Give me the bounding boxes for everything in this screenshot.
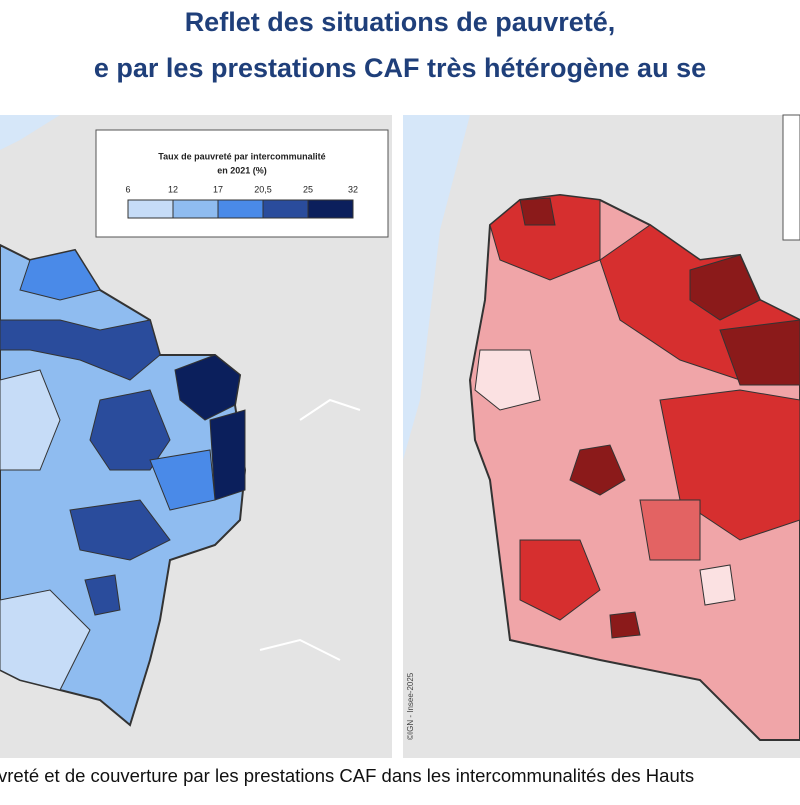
area (89, 389, 171, 471)
caption: vreté et de couverture par les prestatio… (0, 765, 694, 786)
legend-tick-label: 25 (303, 184, 313, 194)
legend-tick-label: 32 (348, 184, 358, 194)
legend-tick-label: 17 (213, 184, 223, 194)
area (689, 254, 761, 321)
area (0, 319, 161, 381)
legend: Taux de pauvreté par intercommunalité en… (95, 129, 389, 238)
legend-swatch (217, 199, 264, 219)
legend-swatch (307, 199, 354, 219)
area (0, 589, 91, 691)
legend-swatch (127, 199, 174, 219)
area (84, 574, 121, 616)
area (489, 194, 601, 281)
area (209, 409, 246, 501)
title-line: e par les prestations CAF très hétérogèn… (94, 53, 706, 83)
sea (403, 115, 470, 460)
credit: ©IGN - Insee-2025 (406, 672, 415, 740)
title-line: Reflet des situations de pauvreté, (185, 7, 616, 37)
legend-box (782, 114, 800, 241)
area (474, 349, 541, 411)
legend-swatch (262, 199, 309, 219)
area (519, 539, 601, 621)
area (569, 444, 626, 496)
area (519, 197, 556, 226)
area (149, 449, 216, 511)
area (19, 249, 101, 301)
legend-title: Taux de pauvreté par intercommunalité (158, 151, 325, 161)
area (69, 499, 171, 561)
legend-tick-label: 6 (125, 184, 130, 194)
border (259, 398, 361, 661)
legend-box (95, 129, 389, 238)
right-map: ©IGN - Insee-2025 (403, 114, 800, 758)
area (639, 499, 701, 561)
area (699, 564, 736, 606)
area (174, 354, 241, 421)
legend-swatch (172, 199, 219, 219)
legend-tick-label: 20,5 (254, 184, 272, 194)
area (719, 319, 800, 386)
sea (0, 115, 60, 150)
area (609, 611, 641, 639)
legend-title: en 2021 (%) (217, 165, 267, 175)
area (0, 369, 61, 471)
legend-tick-label: 12 (168, 184, 178, 194)
